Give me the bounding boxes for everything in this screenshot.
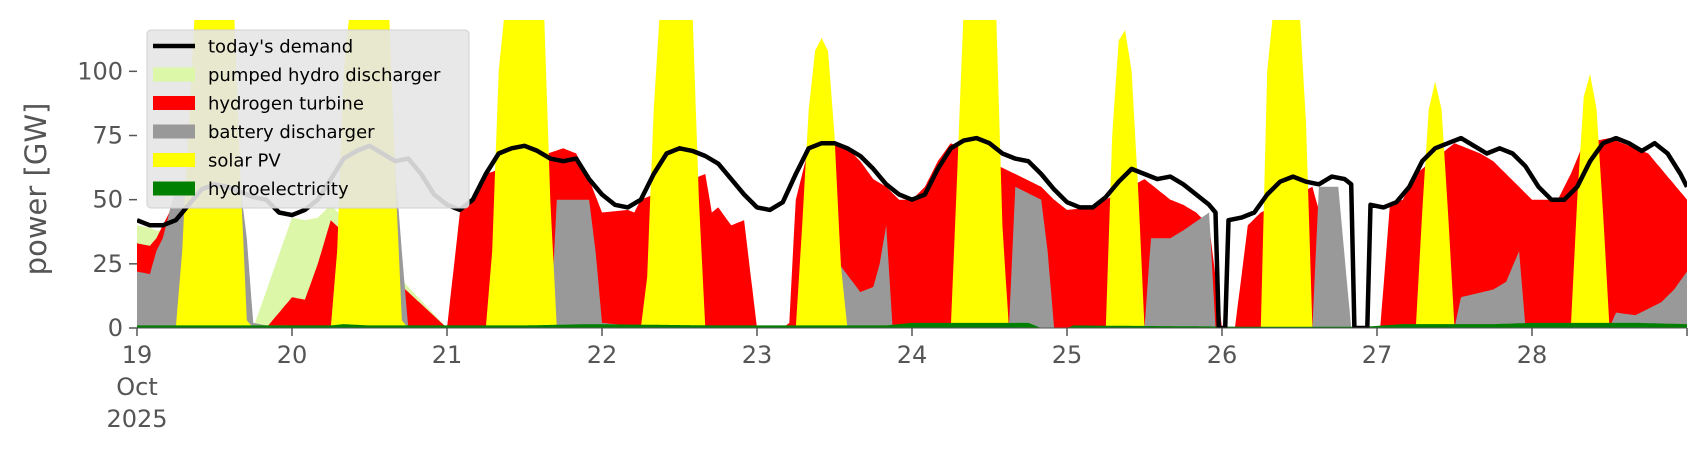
legend-box (146, 29, 470, 209)
x-tick-label: 26 (1207, 341, 1238, 369)
area-solar-pv (137, 20, 1687, 328)
x-tick-label: Oct (116, 373, 158, 401)
x-tick-label: 27 (1362, 341, 1393, 369)
x-tick-label: 20 (277, 341, 308, 369)
x-tick-label: 22 (587, 341, 618, 369)
x-tick-label: 28 (1517, 341, 1548, 369)
legend: today's demand pumped hydro discharger hyd… (146, 29, 470, 209)
legend-swatch-pumped-hydro-discharger (153, 67, 195, 82)
x-tick-label: 2025 (106, 405, 167, 433)
y-tick-label: 100 (77, 57, 123, 85)
stacked-areas (137, 20, 1687, 328)
y-tick-label: 0 (108, 314, 123, 342)
legend-label-today-s-demand: today's demand (208, 37, 353, 58)
legend-label-hydrogen-turbine: hydrogen turbine (208, 94, 364, 115)
legend-label-battery-discharger: battery discharger (208, 122, 375, 143)
legend-label-solar-pv: solar PV (208, 151, 281, 172)
area-hydroelectricity (137, 322, 1687, 328)
legend-swatch-battery-discharger (153, 124, 195, 139)
legend-swatch-hydroelectricity (153, 181, 195, 196)
legend-swatch-hydrogen-turbine (153, 96, 195, 110)
y-tick-label: 75 (92, 122, 123, 150)
x-tick-label: 21 (432, 341, 463, 369)
y-tick-label: 25 (92, 250, 123, 278)
axes: 0 25 50 75 100 19 Oct 2025 20 21 22 23 24 25 26 27 28 pow… (19, 57, 1688, 433)
y-axis-label: power [GW] (19, 103, 53, 276)
legend-label-hydroelectricity: hydroelectricity (208, 179, 349, 200)
y-tick-label: 50 (92, 186, 123, 214)
x-tick-label: 24 (897, 341, 928, 369)
legend-swatch-solar-pv (153, 153, 195, 167)
legend-label-pumped-hydro-discharger: pumped hydro discharger (208, 65, 441, 86)
x-tick-label: 25 (1052, 341, 1083, 369)
x-tick-label: 23 (742, 341, 773, 369)
x-tick-label: 19 (122, 341, 153, 369)
